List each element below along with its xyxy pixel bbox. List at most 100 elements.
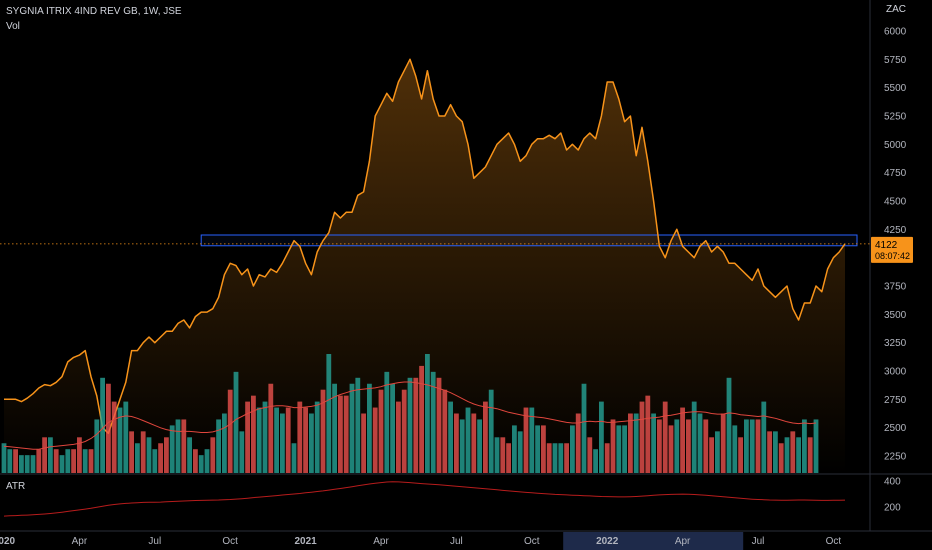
volume-bar — [697, 413, 703, 473]
volume-bar — [100, 377, 105, 473]
volume-bar — [715, 431, 720, 473]
volume-bar — [193, 449, 198, 473]
volume-bar — [227, 389, 233, 473]
volume-bar — [425, 354, 430, 473]
atr-pane-label: ATR — [6, 481, 26, 492]
volume-bar — [175, 419, 181, 473]
volume-bar — [430, 371, 436, 473]
volume-bar — [448, 401, 453, 473]
volume-bar — [152, 449, 158, 473]
price-tick-label: 3000 — [884, 367, 907, 378]
atr-line-layer — [3, 481, 846, 517]
volume-bar — [82, 449, 88, 473]
volume-bar — [604, 443, 610, 473]
volume-bar — [303, 407, 308, 473]
volume-bar — [384, 371, 390, 473]
volume-bar — [483, 401, 488, 473]
time-tick-label: Apr — [72, 536, 88, 547]
volume-bar — [726, 377, 732, 473]
volume-bar — [680, 407, 685, 473]
volume-bar — [216, 419, 221, 473]
volume-bar — [285, 407, 291, 473]
price-tag-value: 4122 — [875, 240, 898, 251]
volume-bar — [262, 401, 268, 473]
price-tick-label: 5750 — [884, 55, 907, 66]
volume-bar — [720, 413, 726, 473]
volume-bar — [761, 401, 767, 473]
price-tick-label: 4750 — [884, 168, 907, 179]
volume-bar — [7, 449, 13, 473]
volume-bar — [222, 413, 227, 473]
volume-bar — [738, 437, 743, 473]
volume-bar — [413, 377, 419, 473]
price-tick-label: 2250 — [884, 452, 907, 463]
volume-bar — [668, 425, 674, 473]
volume-bar — [593, 449, 598, 473]
atr-series-line — [3, 481, 846, 517]
volume-ma-layer — [3, 381, 817, 450]
volume-bar — [436, 377, 442, 473]
price-tick-label: 4250 — [884, 225, 907, 236]
volume-bar — [488, 389, 494, 473]
volume-bar — [802, 419, 807, 473]
time-tick-label: Jul — [148, 536, 161, 547]
atr-axis[interactable]: 200 400 — [884, 477, 901, 514]
volume-bar — [465, 407, 471, 473]
volume-bar — [599, 401, 604, 473]
volume-bar — [117, 407, 123, 473]
price-series-line — [4, 58, 846, 435]
volume-bar — [523, 407, 529, 473]
volume-bar — [506, 443, 511, 473]
volume-bar — [274, 407, 279, 473]
volume-bar — [30, 455, 36, 473]
volume-bar — [65, 449, 71, 473]
price-tick-label: 2500 — [884, 423, 907, 434]
price-area-layer — [4, 59, 845, 475]
resistance-zone-layer[interactable] — [200, 234, 858, 247]
volume-bar — [651, 413, 656, 473]
volume-bar — [767, 431, 772, 473]
volume-bar — [581, 383, 587, 473]
volume-bar — [628, 413, 633, 473]
volume-bar — [187, 437, 192, 473]
currency-label: ZAC — [886, 4, 906, 15]
volume-bar — [245, 401, 250, 473]
time-axis[interactable]: 2020 Apr Jul Oct 2021 Apr Jul Oct 2022 Apr Jul Oct — [0, 536, 841, 547]
volume-bar — [778, 443, 784, 473]
volume-bar — [367, 383, 372, 473]
price-tick-label: 5500 — [884, 83, 907, 94]
volume-bar — [36, 449, 42, 473]
atr-tick-label: 400 — [884, 477, 901, 488]
time-tick-label: Oct — [222, 536, 238, 547]
volume-bar — [332, 383, 337, 473]
volume-bar — [210, 437, 216, 473]
volume-bar — [796, 437, 801, 473]
volume-bar — [749, 419, 755, 473]
volume-bar — [744, 419, 749, 473]
price-tag-countdown: 08:07:42 — [875, 251, 910, 261]
volume-bar — [575, 413, 581, 473]
volume-bar — [280, 413, 285, 473]
volume-bar — [570, 425, 575, 473]
volume-bar — [181, 419, 187, 473]
price-tick-label: 6000 — [884, 27, 907, 38]
volume-bar — [19, 455, 24, 473]
time-tick-label: 2020 — [0, 536, 16, 547]
volume-bar — [111, 401, 117, 473]
volume-bar — [378, 389, 384, 473]
volume-bars-layer — [1, 354, 819, 473]
volume-bar — [500, 437, 506, 473]
price-tick-label: 3750 — [884, 282, 907, 293]
volume-bar — [477, 419, 482, 473]
price-tick-label: 4500 — [884, 197, 907, 208]
volume-bar — [71, 449, 76, 473]
volume-bar — [529, 407, 535, 473]
volume-bar — [755, 419, 761, 473]
volume-bar — [813, 419, 819, 473]
volume-bar — [390, 383, 395, 473]
price-line-layer — [4, 58, 846, 435]
volume-bar — [135, 443, 140, 473]
volume-bar — [169, 425, 175, 473]
